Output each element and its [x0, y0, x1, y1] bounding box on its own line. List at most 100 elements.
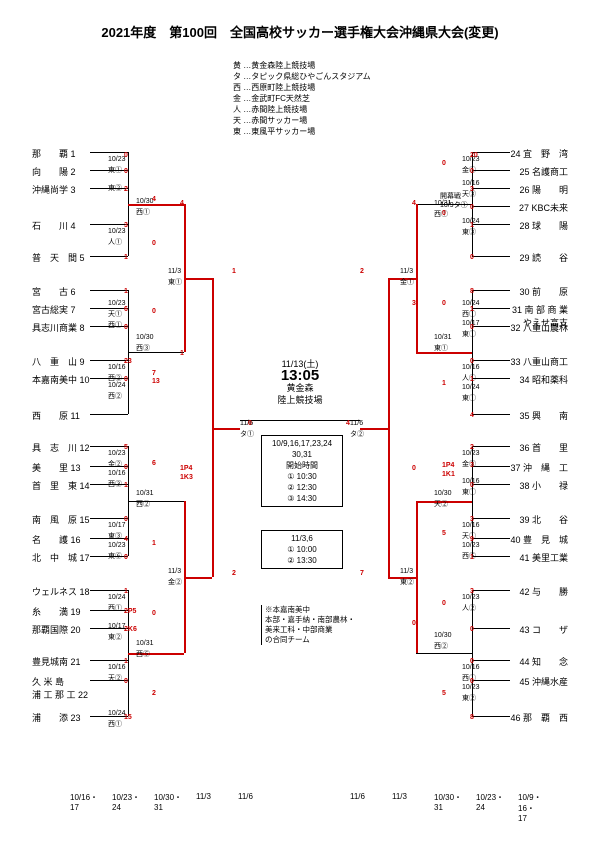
match-venue: タ②: [350, 429, 364, 439]
score: 1: [124, 658, 128, 665]
bracket-line: [500, 538, 510, 539]
bracket-line: [90, 446, 100, 447]
team-name: 宮古総実: [32, 305, 68, 315]
bracket-line: [90, 360, 100, 361]
team-seed: 44: [517, 657, 529, 667]
match-venue: 10/17: [108, 623, 126, 630]
bracket-line: [500, 484, 510, 485]
team-name: 普 天 間: [32, 253, 77, 263]
team-left: 豊見城南 21: [32, 655, 83, 668]
match-venue: 10/16: [108, 664, 126, 671]
team-name: 名護商工: [532, 167, 568, 177]
bracket-line: [500, 206, 510, 207]
team-name: 向 陽: [32, 167, 68, 177]
match-venue: 金①: [400, 277, 414, 287]
bracket-line: [472, 628, 500, 629]
team-seed: 27: [517, 203, 529, 213]
bracket-line: [90, 538, 100, 539]
match-venue: 東②: [108, 183, 122, 193]
team-right: 28 球 陽: [517, 219, 568, 232]
page-title: 2021年度 第100回 全国高校サッカー選手権大会沖縄県大会(変更): [0, 22, 600, 41]
team-seed: 2: [71, 167, 83, 177]
team-seed: 29: [517, 253, 529, 263]
team-name: 那 覇 西: [523, 713, 568, 723]
score: 4: [470, 412, 474, 419]
team-left: 石 川 4: [32, 219, 83, 232]
axis-date: 10/16・17: [70, 792, 98, 812]
bracket-line: [90, 152, 100, 153]
bracket-line: [500, 188, 510, 189]
bracket-line: [90, 628, 100, 629]
bracket-line: [90, 308, 100, 309]
team-left: 北 中 城 17: [32, 551, 92, 564]
axis-date: 11/3: [392, 792, 407, 801]
team-name: 前 原: [532, 287, 568, 297]
team-seed: 46: [508, 713, 520, 723]
score: 1: [152, 540, 156, 547]
bracket-line: [90, 716, 100, 717]
team-name: KBC未来: [531, 203, 568, 213]
team-name: 沖縄水産: [532, 677, 568, 687]
team-name: 知 念: [532, 657, 568, 667]
bracket-line: [500, 360, 510, 361]
match-venue: 金②: [108, 459, 122, 469]
score: 0: [442, 600, 446, 607]
match-venue: 10/30: [136, 334, 154, 341]
match-venue: 10/30: [136, 198, 154, 205]
match-venue: 10/23: [462, 542, 480, 549]
score: 1: [124, 482, 128, 489]
score: 0: [152, 240, 156, 247]
legend-line: 黄 …黄金森陸上競技場: [233, 60, 371, 71]
axis-date: 11/6: [238, 792, 253, 801]
match-venue: 西⑤: [136, 649, 150, 659]
score: 2K6: [124, 626, 137, 633]
bracket-line: [100, 414, 128, 415]
team-left: 久 米 島浦 工 那 工 22: [32, 675, 90, 701]
team-seed: 6: [71, 287, 83, 297]
bracket-line: [90, 326, 100, 327]
notes-line: ② 12:30: [266, 482, 338, 493]
match-venue: 10/16: [462, 364, 480, 371]
team-name: 具 志 川: [32, 443, 77, 453]
team-name: ウェルネス: [32, 587, 77, 597]
team-right: 27 KBC未来: [517, 201, 568, 214]
team-name: 名 護: [32, 535, 68, 545]
bracket-line: [90, 414, 100, 415]
score: 6: [124, 306, 128, 313]
match-venue: 金②: [168, 577, 182, 587]
team-left: 美 里 13: [32, 461, 83, 474]
bracket-line: [472, 466, 500, 467]
team-seed: 42: [517, 587, 529, 597]
score: 0: [470, 168, 474, 175]
bracket-line: [90, 188, 100, 189]
team-seed: 16: [71, 535, 83, 545]
axis-date: 11/6: [350, 792, 365, 801]
team-left: 向 陽 2: [32, 165, 83, 178]
match-venue: 西①: [136, 207, 150, 217]
axis-date: 10/30・31: [154, 792, 182, 812]
team-seed: 32: [508, 323, 520, 333]
team-left: 浦 添 23: [32, 711, 83, 724]
team-right: 41 美里工業: [517, 551, 568, 564]
team-name: 久 米 島浦 工 那 工: [32, 677, 76, 700]
score: 4: [412, 200, 416, 207]
team-name: 具志川商業: [32, 323, 77, 333]
bracket-line: [472, 414, 500, 415]
score: 1: [180, 350, 184, 357]
bracket-line: [472, 378, 500, 379]
legend-line: 天 …赤間サッカー場: [233, 115, 371, 126]
team-name: 豊見城南: [32, 657, 68, 667]
score: 0: [470, 324, 474, 331]
score: 1: [470, 554, 474, 561]
team-left: 那 覇 1: [32, 147, 83, 160]
bracket-line: [212, 428, 240, 430]
legend-line: 人 …赤間陸上競技場: [233, 104, 371, 115]
final-venue: 黄金森陸上競技場: [265, 382, 335, 406]
team-name: 糸 満: [32, 607, 68, 617]
bracket-line: [416, 653, 472, 654]
team-name: 昭和薬科: [532, 375, 568, 385]
score: 1: [124, 588, 128, 595]
score: 1: [232, 268, 236, 275]
team-seed: 7: [71, 305, 83, 315]
match-venue: 西②: [434, 641, 448, 651]
